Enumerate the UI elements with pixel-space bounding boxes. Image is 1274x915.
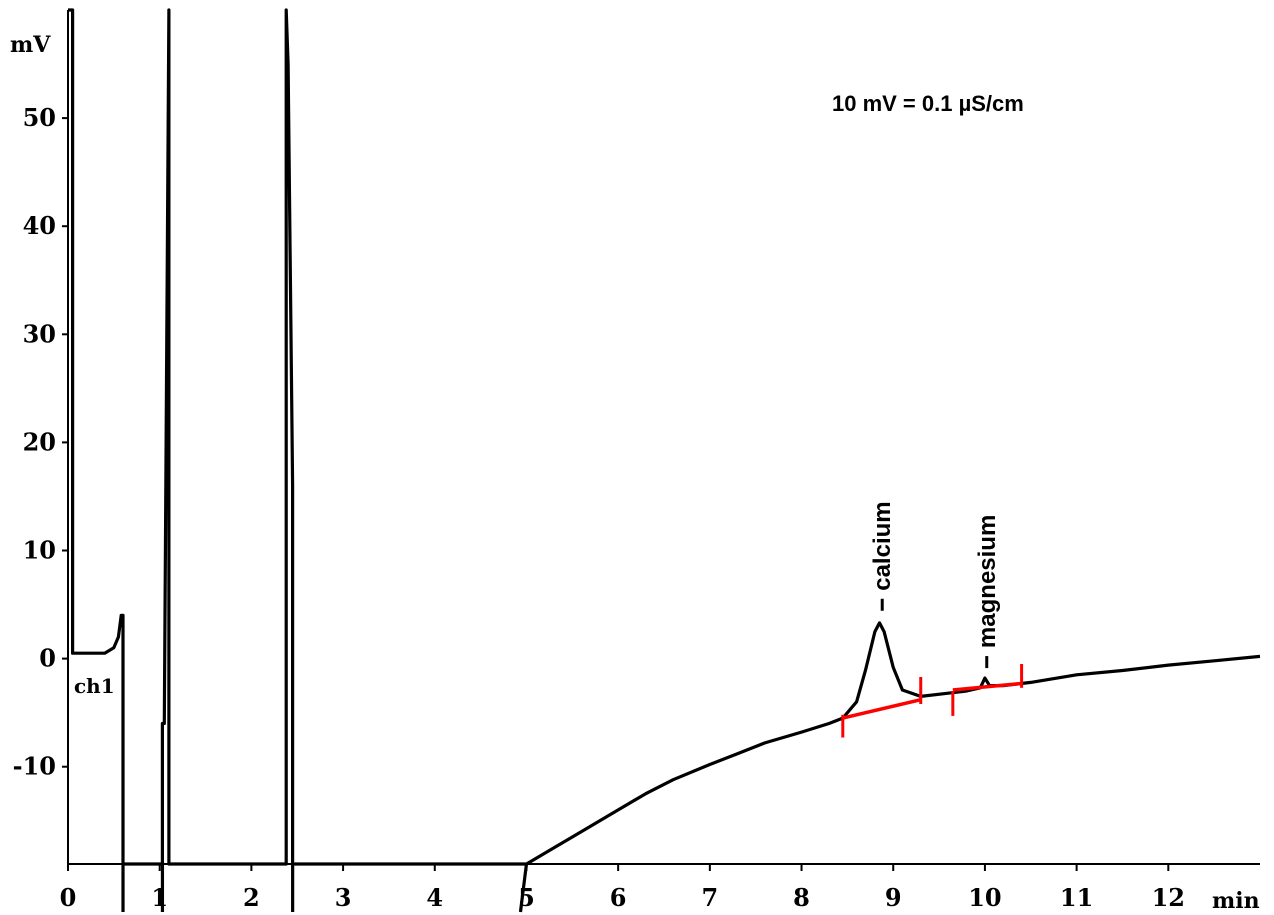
- y-axis-ticks: -10 0 10 20 30 40 50: [13, 103, 68, 781]
- traces: [68, 8, 1261, 913]
- x-tick-label: 4: [426, 883, 443, 912]
- x-tick-label: 9: [885, 883, 902, 912]
- y-tick-label: 40: [23, 211, 56, 240]
- x-tick-label: 10: [968, 883, 1001, 912]
- x-tick-label: 1: [151, 883, 168, 912]
- baseline-marks: [841, 664, 1024, 738]
- y-axis-label: mV: [10, 32, 51, 58]
- x-tick-label: 7: [701, 883, 718, 912]
- x-tick-label: 8: [793, 883, 810, 912]
- x-axis-ticks: 0 1 2 3 4 5 6 7 8 9 10 11 12: [60, 864, 1185, 912]
- y-tick-label: -10: [13, 752, 56, 781]
- x-tick-label: 2: [243, 883, 260, 912]
- x-tick-label: 12: [1152, 883, 1185, 912]
- peak-markers: calcium magnesium: [869, 501, 1001, 669]
- trace-below-axis: [518, 863, 529, 913]
- peak-label-magnesium: magnesium: [974, 515, 1001, 648]
- x-tick-label: 3: [335, 883, 352, 912]
- x-tick-label: 0: [60, 883, 77, 912]
- channel-label: ch1: [74, 674, 115, 698]
- y-tick-label: 10: [23, 536, 56, 565]
- y-tick-label: 0: [39, 644, 56, 673]
- signal-trace: [68, 8, 1261, 866]
- x-tick-label: 11: [1060, 883, 1093, 912]
- integration-baseline: [952, 681, 1022, 692]
- x-axis-label: min: [1212, 888, 1260, 914]
- y-tick-label: 50: [23, 103, 56, 132]
- scale-annotation: 10 mV = 0.1 µS/cm: [832, 91, 1024, 116]
- y-tick-label: 30: [23, 319, 56, 348]
- x-tick-label: 6: [610, 883, 627, 912]
- y-tick-label: 20: [23, 427, 56, 456]
- integration-baseline: [842, 697, 922, 720]
- axes: [67, 10, 1260, 865]
- peak-label-calcium: calcium: [869, 501, 896, 590]
